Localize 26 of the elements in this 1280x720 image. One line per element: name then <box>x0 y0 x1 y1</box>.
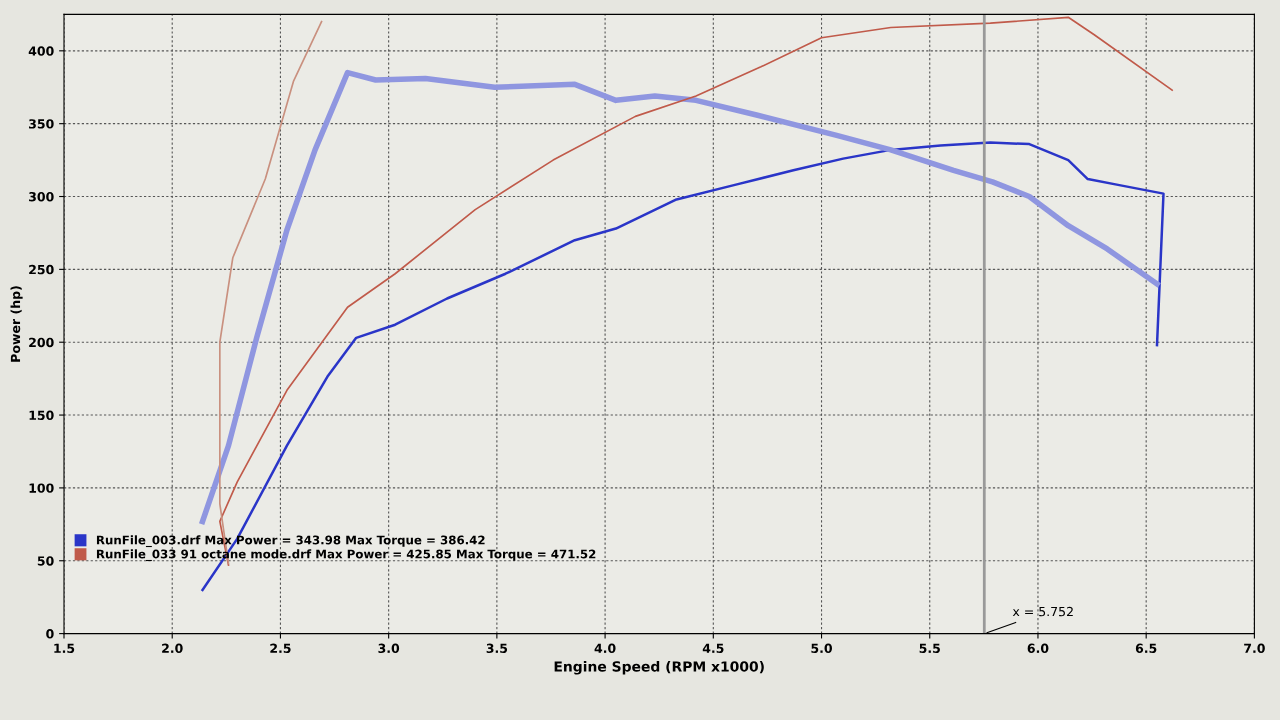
x-tick-label: 2.0 <box>162 643 183 653</box>
y-tick-label: 50 <box>37 556 54 566</box>
x-tick-label: 5.5 <box>919 643 940 653</box>
line-series <box>201 141 1165 592</box>
y-tick-label: 250 <box>29 264 54 275</box>
legend-label: RunFile_003.drf Max Power = 343.98 Max Torque = 386.42 <box>96 535 485 548</box>
x-tick-label: 5.0 <box>811 643 832 653</box>
x-tick-label: 6.5 <box>1135 643 1157 653</box>
y-tick-label: 150 <box>29 410 54 420</box>
ref-line-label: x = 5.752 <box>1012 606 1073 617</box>
y-tick-label: 400 <box>28 46 54 56</box>
x-tick-label: 2.5 <box>270 643 291 653</box>
x-tick-label: 7.0 <box>1244 643 1265 653</box>
x-tick-label: 3.5 <box>486 643 508 653</box>
y-tick-label: 200 <box>29 337 54 348</box>
x-axis-title: Engine Speed (RPM x1000) <box>554 660 764 675</box>
y-tick-label: 300 <box>29 191 54 202</box>
y-tick-label: 350 <box>29 119 54 129</box>
y-tick-label: 100 <box>29 483 54 493</box>
y-axis-title: Power (hp) <box>10 286 23 362</box>
x-tick-label: 1.5 <box>54 643 75 653</box>
y-tick-label: 0 <box>46 629 54 639</box>
x-tick-label: 4.0 <box>594 643 616 653</box>
x-tick-label: 4.5 <box>702 643 724 653</box>
x-tick-label: 6.0 <box>1027 643 1049 653</box>
x-tick-label: 3.0 <box>378 643 400 653</box>
